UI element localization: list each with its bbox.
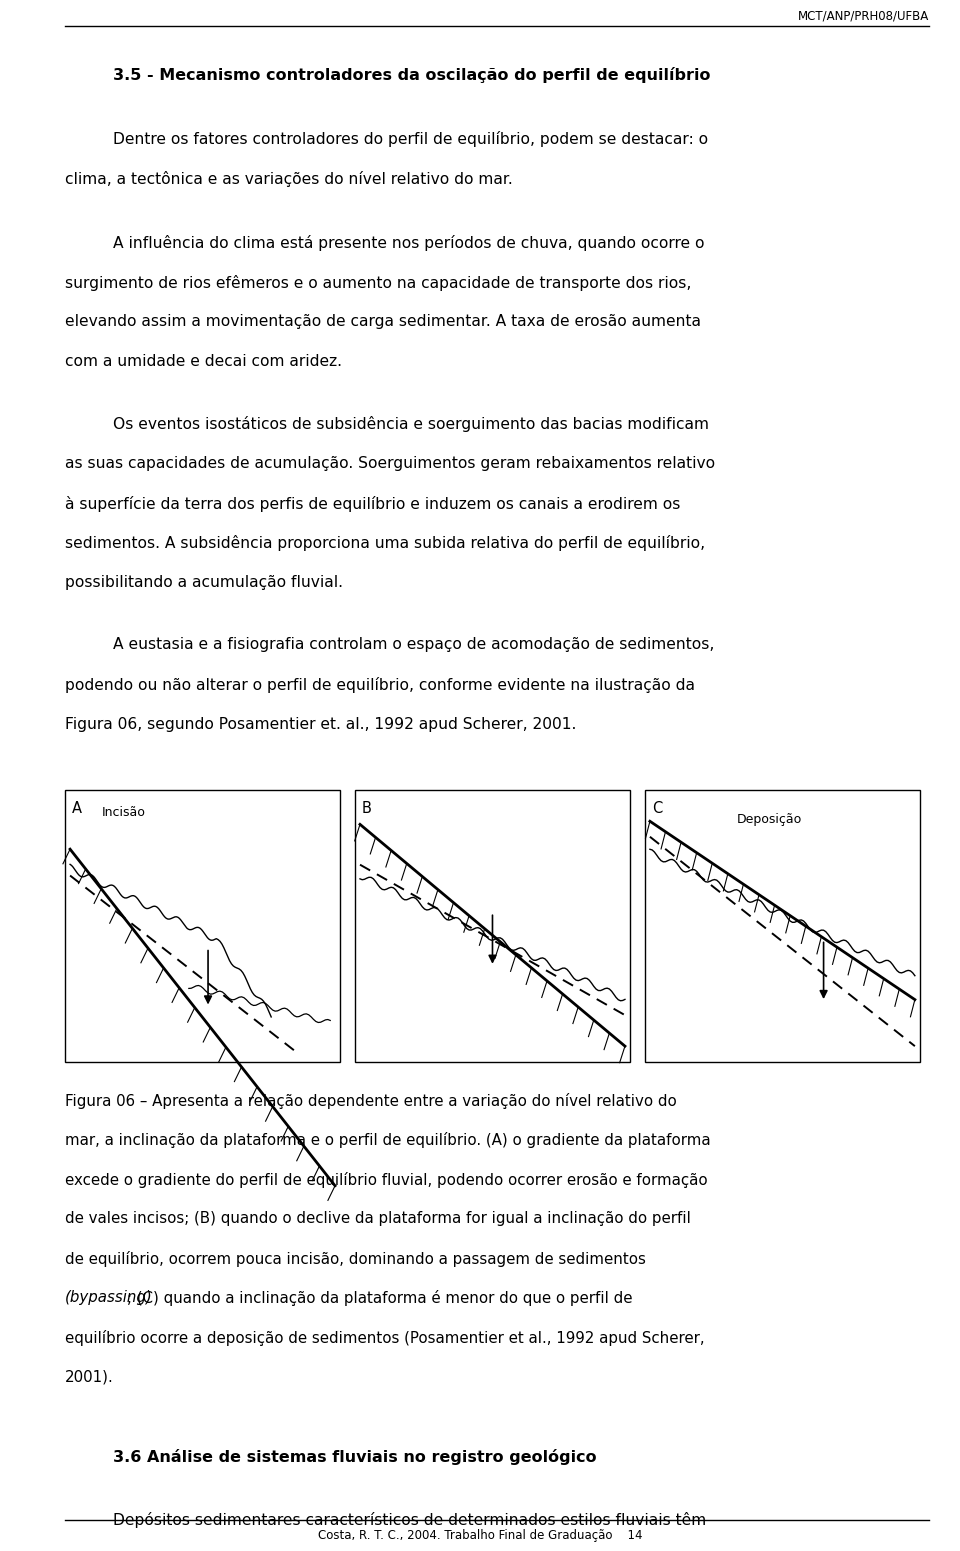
Text: possibilitando a acumulação fluvial.: possibilitando a acumulação fluvial. [65, 574, 344, 589]
Text: B: B [362, 800, 372, 816]
Text: C: C [652, 800, 662, 816]
Text: equilíbrio ocorre a deposição de sedimentos (Posamentier et al., 1992 apud Scher: equilíbrio ocorre a deposição de sedimen… [65, 1329, 705, 1346]
Bar [645, 789, 920, 1061]
Text: 3.5 - Mecanismo controladores da oscilação do perfil de equilíbrio: 3.5 - Mecanismo controladores da oscilaç… [113, 67, 710, 82]
Text: Deposição: Deposição [736, 813, 802, 827]
Text: com a umidade e decai com aridez.: com a umidade e decai com aridez. [65, 354, 343, 369]
Text: MCT/ANP/PRH08/UFBA: MCT/ANP/PRH08/UFBA [798, 9, 929, 22]
Bar [355, 789, 630, 1061]
Text: A: A [72, 800, 82, 816]
Text: Dentre os fatores controladores do perfil de equilíbrio, podem se destacar: o: Dentre os fatores controladores do perfi… [113, 132, 708, 147]
Text: de equilíbrio, ocorrem pouca incisão, dominando a passagem de sedimentos: de equilíbrio, ocorrem pouca incisão, do… [65, 1250, 646, 1267]
Text: (bypassing): (bypassing) [65, 1290, 153, 1306]
Text: as suas capacidades de acumulação. Soerguimentos geram rebaixamentos relativo: as suas capacidades de acumulação. Soerg… [65, 456, 715, 472]
Text: sedimentos. A subsidência proporciona uma subida relativa do perfil de equilíbri: sedimentos. A subsidência proporciona um… [65, 535, 706, 551]
Text: A influência do clima está presente nos períodos de chuva, quando ocorre o: A influência do clima está presente nos … [113, 234, 705, 251]
Text: Depósitos sedimentares característicos de determinados estilos fluviais têm: Depósitos sedimentares característicos d… [113, 1512, 707, 1528]
Text: elevando assim a movimentação de carga sedimentar. A taxa de erosão aumenta: elevando assim a movimentação de carga s… [65, 313, 701, 329]
Text: Figura 06 – Apresenta a relação dependente entre a variação do nível relativo do: Figura 06 – Apresenta a relação dependen… [65, 1092, 677, 1109]
Text: 3.6 Análise de sistemas fluviais no registro geológico: 3.6 Análise de sistemas fluviais no regi… [113, 1449, 597, 1466]
Bar [65, 789, 340, 1061]
Text: clima, a tectônica e as variações do nível relativo do mar.: clima, a tectônica e as variações do nív… [65, 171, 513, 186]
Text: de vales incisos; (B) quando o declive da plataforma for igual a inclinação do p: de vales incisos; (B) quando o declive d… [65, 1211, 691, 1227]
Text: 2001).: 2001). [65, 1370, 114, 1385]
Text: Os eventos isostáticos de subsidência e soerguimento das bacias modificam: Os eventos isostáticos de subsidência e … [113, 416, 709, 433]
Text: Incisão: Incisão [102, 805, 146, 819]
Text: mar, a inclinação da plataforma e o perfil de equilíbrio. (A) o gradiente da pla: mar, a inclinação da plataforma e o perf… [65, 1132, 711, 1148]
Text: podendo ou não alterar o perfil de equilíbrio, conforme evidente na ilustração d: podendo ou não alterar o perfil de equil… [65, 676, 695, 693]
Text: A eustasia e a fisiografia controlam o espaço de acomodação de sedimentos,: A eustasia e a fisiografia controlam o e… [113, 637, 714, 653]
Text: surgimento de rios efêmeros e o aumento na capacidade de transporte dos rios,: surgimento de rios efêmeros e o aumento … [65, 275, 691, 290]
Text: Costa, R. T. C., 2004. Trabalho Final de Graduação    14: Costa, R. T. C., 2004. Trabalho Final de… [318, 1529, 642, 1542]
Text: Figura 06, segundo Posamentier et. al., 1992 apud Scherer, 2001.: Figura 06, segundo Posamentier et. al., … [65, 717, 577, 732]
Text: ; (C) quando a inclinação da plataforma é menor do que o perfil de: ; (C) quando a inclinação da plataforma … [127, 1290, 632, 1306]
Text: excede o gradiente do perfil de equilíbrio fluvial, podendo ocorrer erosão e for: excede o gradiente do perfil de equilíbr… [65, 1171, 708, 1188]
Text: à superfície da terra dos perfis de equilíbrio e induzem os canais a erodirem os: à superfície da terra dos perfis de equi… [65, 495, 681, 512]
